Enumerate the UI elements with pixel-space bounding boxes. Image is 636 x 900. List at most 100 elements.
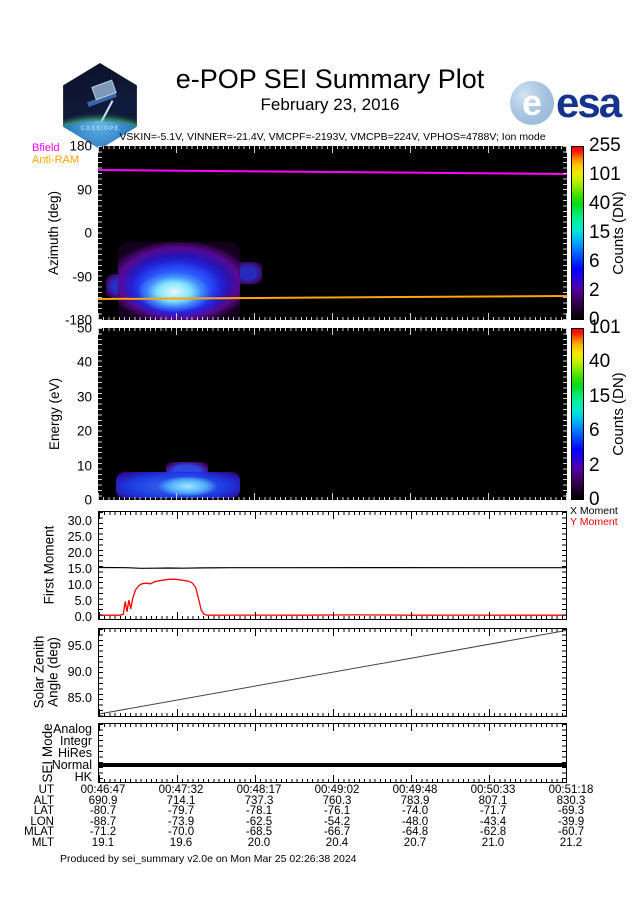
solar-zenith-ytick-labels-0: 95.0 [67, 639, 92, 653]
ephemeris-cell-lat-3: -76.1 [323, 805, 351, 817]
ephemeris-cell-mlat-6: -60.7 [557, 826, 585, 838]
azimuth-spectrogram-panel [97, 146, 567, 320]
panel3-left-ticks [99, 512, 103, 619]
first-moment-ytick-labels-4: 10.0 [67, 578, 92, 592]
solar-zenith-ytick-labels-1: 90.0 [67, 665, 92, 679]
ephemeris-cell-mlt-2: 20.0 [247, 836, 271, 849]
ephemeris-cell-lat-4: -74.0 [401, 805, 429, 817]
ephemeris-cell-lon-6: -39.9 [557, 815, 585, 828]
colorbar-energy [571, 328, 584, 500]
ephemeris-cell-alt-4: 783.9 [400, 794, 430, 807]
panel2-top-ticks [98, 328, 567, 335]
panel4-top-ticks [99, 629, 566, 636]
solar-zenith-ytick-labels: 95.0 90.0 85.0 [50, 639, 94, 705]
ephemeris-cell-alt-6: 830.3 [556, 794, 586, 807]
colorbar-azimuth-labels-2: 40 [589, 193, 611, 214]
colorbar-azimuth-labels-3: 15 [589, 222, 611, 243]
ephemeris-cell-lon-2: -62.5 [245, 815, 273, 828]
footer-produced-by: Produced by sei_summary v2.0e on Mon Mar… [60, 853, 357, 865]
patch-label: CASSIOPE [80, 126, 120, 132]
ephemeris-cell-ut-5: 00:50:33 [470, 784, 516, 796]
colorbar-azimuth-labels: 255 101 40 15 6 2 0 [589, 135, 633, 330]
energy-ytick-labels-5: 0 [84, 492, 92, 508]
ephemeris-cell-lon-1: -73.9 [167, 815, 195, 828]
ephemeris-row-label-lat: LAT [33, 805, 54, 817]
panel3-right-ticks [562, 512, 566, 619]
ephemeris-cell-mlat-5: -62.8 [479, 826, 507, 838]
panel5-bottom-ticks [99, 775, 566, 782]
sei-mode-ytick-labels-4: HK [74, 770, 92, 784]
panel1-left-ticks [98, 146, 102, 320]
ephemeris-cell-ut-6: 00:51:18 [548, 784, 594, 796]
first-moment-ytick-labels-5: 5.0 [74, 594, 92, 608]
ephemeris-cell-alt-2: 737.3 [244, 794, 274, 807]
solar-zenith-chart [99, 630, 566, 715]
ephemeris-row-label-mlat: MLAT [24, 826, 54, 838]
panel2-right-ticks [563, 328, 567, 500]
plot-date: February 23, 2016 [260, 95, 400, 114]
legend-x-moment: X Moment [570, 505, 618, 517]
panel5-top-ticks [99, 724, 566, 731]
ephemeris-row-label-alt: ALT [33, 794, 54, 807]
first-moment-ytick-labels-3: 15.0 [67, 562, 92, 576]
panel3-bottom-ticks [99, 612, 566, 619]
energy-axis-title: Energy (eV) [47, 377, 62, 451]
energy-ytick-labels-2: 30 [76, 389, 92, 405]
first-moment-ytick-labels-0: 30.0 [67, 514, 92, 528]
azimuth-ytick-labels-4: -180 [64, 312, 92, 328]
solar-zenith-ytick-labels-2: 85.0 [67, 691, 92, 705]
esa-globe-icon: e [510, 81, 554, 125]
energy-ytick-labels-4: 10 [76, 458, 92, 474]
ephemeris-cell-mlat-2: -68.5 [245, 826, 273, 838]
voltage-annotation: VSKIN=-5.1V, VINNER=-21.4V, VMCPF=-2193V… [119, 131, 546, 143]
panel2-bottom-ticks [98, 493, 567, 500]
azimuth-count-blob [118, 242, 240, 320]
ephemeris-cell-lon-4: -48.0 [401, 815, 429, 828]
colorbar-energy-labels-1: 40 [589, 351, 611, 373]
first-moment-ytick-labels-2: 20.0 [67, 546, 92, 560]
first-moment-panel [98, 511, 567, 620]
ephemeris-cell-lon-3: -54.2 [323, 815, 351, 828]
y-moment-line [99, 578, 566, 616]
sei-mode-line [99, 762, 566, 767]
panel1-bottom-ticks [98, 313, 567, 320]
first-moment-axis-title: First Moment [41, 525, 57, 605]
energy-ytick-labels-0: 50 [76, 320, 92, 336]
sei-mode-ytick-labels-0: Analog [53, 722, 92, 736]
ephemeris-cell-alt-0: 690.9 [88, 794, 118, 807]
ephemeris-cell-lat-6: -69.3 [557, 805, 585, 817]
colorbar-azimuth-labels-5: 2 [589, 280, 600, 301]
ephemeris-cell-lon-0: -88.7 [89, 815, 117, 828]
panel4-left-ticks [99, 629, 103, 716]
colorbar-energy-labels-2: 15 [589, 385, 611, 407]
ephemeris-cell-ut-0: 00:46:47 [80, 784, 126, 796]
solar-zenith-panel [98, 628, 567, 717]
panel1-top-ticks [98, 146, 567, 153]
solar-zenith-axis-title: Solar Zenith Angle (deg) [31, 628, 61, 717]
colorbar-azimuth-title: Counts (DN) [610, 191, 627, 275]
colorbar-energy-labels-3: 6 [589, 420, 600, 442]
azimuth-ytick-labels-1: 90 [76, 182, 92, 197]
sei-mode-ytick-labels: Analog Integr HiRes Normal HK [44, 722, 94, 784]
ephemeris-cell-lat-2: -78.1 [245, 805, 273, 817]
page-title: e-POP SEI Summary Plot [175, 64, 485, 94]
ephemeris-cell-mlt-3: 20.4 [325, 836, 349, 849]
ephemeris-cell-lat-0: -80.7 [89, 805, 117, 817]
colorbar-energy-labels: 101 40 15 6 2 0 [589, 317, 633, 510]
ephemeris-cell-mlat-1: -70.0 [167, 826, 195, 838]
solar-zenith-axis-title-line2: Angle (deg) [45, 637, 60, 707]
ephemeris-cell-mlt-1: 19.6 [169, 836, 193, 849]
ephemeris-cell-ut-3: 00:49:02 [314, 784, 360, 796]
colorbar-azimuth-labels-0: 255 [589, 135, 621, 156]
colorbar-azimuth-labels-4: 6 [589, 251, 600, 272]
panel5-left-ticks [99, 724, 103, 782]
panel3-top-ticks [99, 512, 566, 519]
colorbar-azimuth-labels-1: 101 [589, 164, 621, 185]
sei-mode-panel [98, 723, 567, 783]
ephemeris-cell-alt-1: 714.1 [166, 794, 196, 807]
panel4-right-ticks [562, 629, 566, 716]
solar-zenith-axis-title-line1: Solar Zenith [31, 635, 47, 709]
ephemeris-row-label-lon: LON [30, 815, 54, 828]
ephemeris-cell-alt-3: 760.3 [322, 794, 352, 807]
